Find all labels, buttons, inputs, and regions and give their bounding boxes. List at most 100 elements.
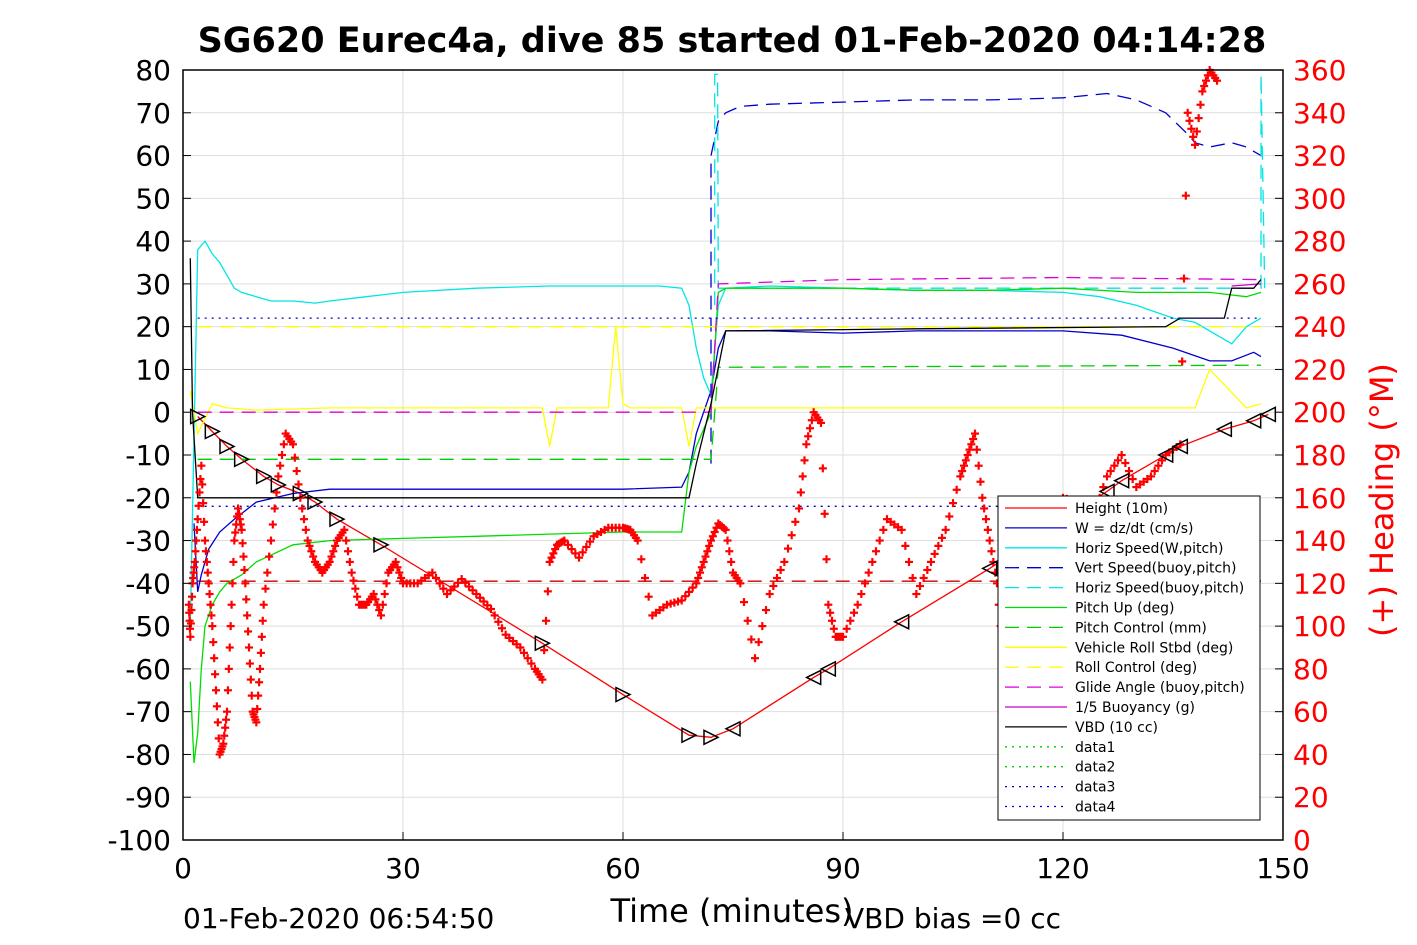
x-tick-label-150: 150: [1256, 852, 1309, 885]
heading-marker-358: [967, 440, 976, 449]
y2-tick-label-160: 160: [1293, 482, 1346, 515]
heading-marker-23: [200, 517, 209, 526]
heading-marker-196: [516, 643, 525, 652]
heading-marker-174: [435, 579, 444, 588]
height-triangle-marker-16: [819, 660, 837, 678]
heading-marker-303: [807, 416, 816, 425]
heading-marker-15: [192, 525, 201, 534]
heading-marker-114: [307, 547, 316, 556]
heading-marker-86: [257, 632, 266, 641]
legend-label-data3: data3: [1075, 780, 1115, 796]
series-horiz-speed-buoy-pitch: [714, 73, 1266, 306]
heading-marker-48: [223, 707, 231, 716]
heading-marker-12: [190, 557, 199, 566]
heading-marker-311: [822, 555, 831, 564]
heading-marker-104: [289, 440, 297, 449]
heading-marker-433: [1192, 127, 1201, 136]
heading-marker-223: [586, 537, 594, 546]
heading-marker-110: [300, 515, 308, 524]
y2-tick-label-40: 40: [1293, 738, 1329, 771]
heading-marker-289: [769, 582, 778, 591]
heading-marker-314: [828, 616, 836, 625]
heading-marker-312: [824, 600, 833, 609]
heading-marker-346: [934, 541, 943, 550]
heading-marker-350: [949, 499, 957, 508]
y-tick-label-60: 60: [135, 140, 171, 173]
series-pitch-control-mm: [197, 364, 1262, 460]
heading-marker-362: [974, 461, 983, 470]
heading-marker-360: [971, 429, 979, 438]
heading-marker-152: [377, 611, 385, 620]
heading-marker-221: [578, 548, 587, 557]
heading-marker-408: [1117, 451, 1126, 459]
heading-marker-132: [340, 525, 349, 534]
y-tick-label--70: -70: [125, 696, 171, 729]
heading-marker-106: [292, 467, 301, 476]
heading-marker-217: [564, 540, 572, 549]
heading-marker-331: [879, 525, 888, 534]
y-tick-label--80: -80: [125, 738, 171, 771]
heading-marker-199: [527, 659, 536, 668]
heading-marker-14: [192, 536, 201, 545]
y-axis-ticks: 80 70 60 50 40 30 20 10 0 -10 -20 -30 -40 -50 -60 -70 -8…: [107, 54, 191, 857]
heading-marker-163: [397, 573, 406, 582]
height-triangle-marker-4: [255, 468, 273, 485]
height-triangle-marker-13: [703, 729, 720, 746]
heading-marker-70: [243, 611, 252, 620]
y2-tick-label-80: 80: [1293, 653, 1329, 686]
heading-marker-295: [791, 517, 800, 526]
heading-marker-175: [439, 584, 448, 593]
heading-marker-30: [206, 600, 215, 609]
heading-marker-35: [211, 670, 220, 679]
heading-marker-320: [839, 632, 847, 641]
heading-marker-17: [194, 501, 203, 510]
footer-end-time: 01-Feb-2020 06:54:50: [183, 902, 494, 935]
y2-tick-label-60: 60: [1293, 696, 1329, 729]
heading-marker-254: [685, 587, 693, 596]
heading-marker-148: [369, 590, 378, 599]
heading-marker-36: [212, 686, 220, 695]
x-tick-label-0: 0: [174, 852, 192, 885]
height-triangle-marker-9: [373, 536, 390, 554]
heading-marker-273: [723, 536, 732, 545]
heading-marker-105: [290, 453, 299, 462]
heading-marker-172: [428, 568, 437, 577]
heading-marker-22: [199, 499, 208, 508]
heading-marker-204: [538, 675, 547, 684]
heading-marker-352: [956, 472, 965, 481]
heading-marker-107: [294, 480, 303, 489]
heading-marker-296: [795, 504, 803, 513]
heading-marker-365: [980, 504, 989, 513]
heading-marker-137: [349, 576, 358, 585]
heading-marker-18: [195, 488, 204, 497]
heading-marker-149: [371, 595, 380, 604]
heading-marker-53: [227, 600, 236, 609]
heading-marker-13: [191, 547, 200, 556]
legend-label-horiz-speed-w-pitch: Horiz Speed(W,pitch): [1075, 541, 1223, 557]
heading-marker-257: [694, 573, 703, 582]
heading-marker-337: [901, 541, 910, 550]
series-horiz-speed-w-pitch: [189, 239, 1262, 627]
heading-marker-38: [213, 718, 222, 727]
heading-marker-340: [912, 590, 921, 599]
heading-marker-274: [725, 547, 734, 556]
heading-marker-154: [380, 590, 389, 599]
heading-marker-133: [342, 536, 351, 545]
height-triangle-marker-25: [1259, 406, 1277, 423]
heading-marker-55: [229, 557, 238, 566]
heading-marker-92: [267, 536, 275, 545]
height-triangle-marker-12: [681, 726, 698, 744]
legend-label-data2: data2: [1075, 760, 1115, 776]
heading-marker-0: [184, 600, 193, 609]
y-tick-label--60: -60: [125, 653, 171, 686]
heading-marker-113: [305, 541, 314, 550]
y2-tick-label-120: 120: [1293, 567, 1346, 600]
height-triangle-marker-10: [534, 635, 552, 652]
heading-marker-93: [268, 520, 277, 529]
heading-marker-139: [353, 592, 362, 601]
heading-marker-64: [237, 525, 246, 534]
heading-marker-419: [1158, 456, 1166, 465]
y-tick-label--90: -90: [125, 781, 171, 814]
heading-marker-44: [219, 739, 228, 748]
heading-marker-220: [575, 553, 583, 562]
